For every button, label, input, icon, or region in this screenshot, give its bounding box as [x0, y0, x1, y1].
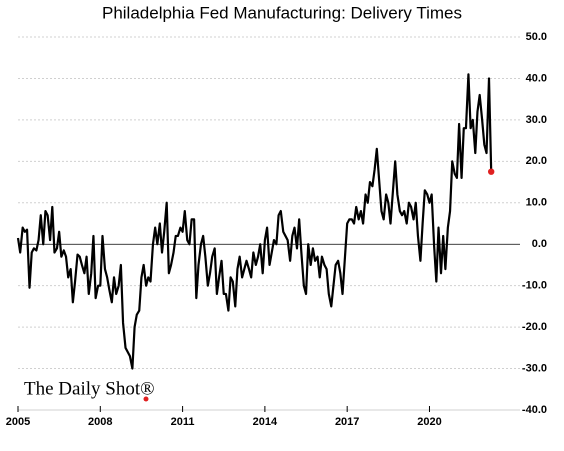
- x-tick-label: 2008: [88, 416, 112, 428]
- x-tick-label: 2017: [335, 416, 359, 428]
- watermark-dot: [143, 396, 149, 402]
- y-tick-label: -10.0: [522, 280, 547, 292]
- last-point: [487, 168, 495, 175]
- x-tick-label: 2011: [171, 416, 195, 428]
- x-tick-label: 2014: [253, 416, 278, 428]
- y-tick-label: 20.0: [526, 155, 547, 167]
- y-tick-label: 40.0: [526, 72, 547, 84]
- chart-title: Philadelphia Fed Manufacturing: Delivery…: [102, 3, 462, 22]
- line: [16, 73, 493, 370]
- x-tick-label: 2020: [417, 416, 441, 428]
- watermark: The Daily Shot®: [24, 378, 155, 399]
- y-tick-label: 0.0: [532, 238, 547, 250]
- x-tick-label: 2005: [6, 416, 30, 428]
- y-tick-label: 10.0: [526, 197, 547, 209]
- y-tick-label: -40.0: [522, 404, 547, 416]
- y-tick-label: 50.0: [526, 31, 547, 43]
- y-tick-label: -20.0: [522, 321, 547, 333]
- y-tick-label: -30.0: [522, 362, 547, 374]
- y-tick-label: 30.0: [526, 114, 547, 126]
